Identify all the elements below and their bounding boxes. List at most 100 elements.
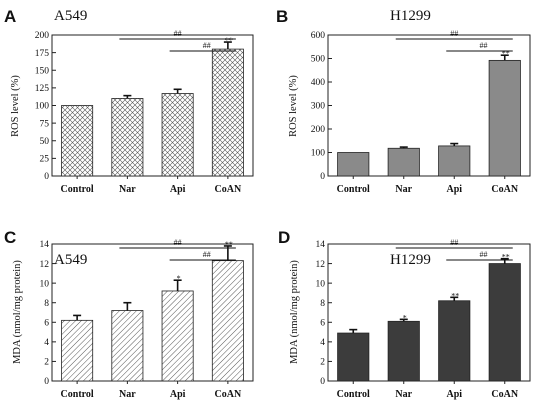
panel-a: A A549 ROS level (%) 0 25 50 75 100 125 150 175…	[4, 7, 254, 195]
x-tick-label: Control	[337, 184, 370, 195]
significance-mark: **	[225, 36, 233, 45]
significance-mark: **	[502, 49, 510, 58]
bar	[111, 98, 144, 177]
y-tick-label: 150	[35, 66, 50, 76]
y-tick-label: 0	[320, 377, 325, 387]
y-axis-label: MDA (nmol/mg protein)	[12, 260, 23, 364]
panel-title: H1299	[390, 252, 431, 268]
y-tick-label: 600	[311, 31, 326, 41]
bar	[337, 152, 370, 177]
x-tick-label: Control	[337, 389, 370, 400]
y-tick-label: 6	[44, 318, 49, 328]
x-tick-label: Nar	[395, 184, 412, 195]
bar	[161, 290, 194, 382]
panel-title: A549	[54, 8, 87, 24]
significance-mark: *	[403, 313, 407, 322]
x-tick-label: Api	[446, 389, 462, 400]
x-tick-label: CoAN	[491, 184, 518, 195]
panel-d: D H1299 MDA (nmol/mg protein) 0 2 4 6 8 10 12 1…	[278, 228, 531, 400]
bar	[488, 263, 521, 382]
significance-label: ##	[174, 238, 182, 247]
y-tick-label: 2	[44, 358, 49, 368]
bar	[211, 260, 244, 382]
panel-letter: C	[4, 228, 16, 247]
y-tick-label: 100	[311, 149, 326, 159]
y-tick-label: 0	[44, 172, 49, 182]
bar	[111, 310, 144, 382]
x-tick-label: CoAN	[215, 184, 242, 195]
y-tick-label: 8	[320, 299, 325, 309]
y-tick-label: 2	[320, 358, 325, 368]
bar	[161, 93, 194, 177]
significance-mark: *	[177, 274, 181, 283]
plot-area: 0 2 4 6 8 10 12 14 Control Nar Api * CoAN ** ## ##	[40, 238, 254, 400]
y-tick-label: 10	[316, 279, 326, 289]
significance-label: ##	[480, 250, 488, 259]
panel-title: A549	[54, 252, 87, 268]
bar	[488, 59, 521, 177]
y-axis-label: ROS level (%)	[10, 75, 21, 137]
y-tick-label: 0	[44, 377, 49, 387]
y-tick-label: 200	[311, 125, 326, 135]
y-tick-label: 50	[40, 137, 50, 147]
significance-label: ##	[450, 29, 458, 38]
bar	[61, 319, 94, 382]
significance-label: ##	[174, 29, 182, 38]
plot-area: 0 2 4 6 8 10 12 14 Control Nar * Api ** CoAN ** ## ##	[316, 238, 531, 400]
y-axis-label: ROS level (%)	[288, 75, 299, 137]
y-tick-label: 25	[40, 155, 50, 165]
x-tick-label: Api	[170, 184, 186, 195]
bar	[61, 105, 94, 177]
y-tick-label: 200	[35, 31, 50, 41]
panel-title: H1299	[390, 8, 431, 24]
panel-c: C A549 MDA (nmol/mg protein) 0 2 4 6 8 10 12 14…	[4, 228, 254, 400]
significance-mark: **	[225, 240, 233, 249]
y-tick-label: 14	[316, 240, 326, 250]
panel-letter: D	[278, 228, 290, 247]
bar	[337, 332, 370, 382]
y-tick-label: 6	[320, 318, 325, 328]
y-tick-label: 4	[320, 338, 325, 348]
plot-frame	[327, 243, 531, 382]
y-tick-label: 12	[40, 260, 50, 270]
y-tick-label: 12	[316, 260, 326, 270]
y-tick-label: 8	[44, 299, 49, 309]
x-tick-label: CoAN	[215, 389, 242, 400]
panel-letter: A	[4, 7, 16, 26]
x-tick-label: Control	[61, 389, 94, 400]
x-tick-label: Nar	[119, 184, 136, 195]
y-axis-label: MDA (nmol/mg protein)	[289, 260, 300, 364]
x-tick-label: CoAN	[491, 389, 518, 400]
significance-label: ##	[203, 250, 211, 259]
y-tick-label: 175	[35, 49, 50, 59]
bar	[387, 147, 420, 177]
bar	[438, 300, 471, 382]
x-tick-label: Nar	[119, 389, 136, 400]
bar	[211, 48, 244, 177]
x-tick-label: Nar	[395, 389, 412, 400]
y-tick-label: 75	[40, 119, 50, 129]
significance-label: ##	[480, 41, 488, 50]
y-tick-label: 10	[40, 279, 50, 289]
y-tick-label: 100	[35, 102, 50, 112]
significance-label: ##	[203, 41, 211, 50]
significance-mark: **	[451, 291, 459, 300]
panel-letter: B	[276, 7, 288, 26]
panel-b: B H1299 ROS level (%) 0 100 200 300 400 500 60…	[276, 7, 531, 195]
y-tick-label: 300	[311, 102, 326, 112]
plot-frame	[51, 243, 254, 382]
plot-area: 0 25 50 75 100 125 150 175 200 Control Nar Api CoAN *…	[35, 29, 254, 195]
x-tick-label: Control	[61, 184, 94, 195]
y-tick-label: 400	[311, 78, 326, 88]
y-tick-label: 500	[311, 55, 326, 65]
y-tick-label: 0	[320, 172, 325, 182]
x-tick-label: Api	[446, 184, 462, 195]
x-tick-label: Api	[170, 389, 186, 400]
y-tick-label: 4	[44, 338, 49, 348]
bar	[438, 145, 471, 177]
y-tick-label: 14	[40, 240, 50, 250]
bar	[387, 320, 420, 382]
plot-area: 0 100 200 300 400 500 600 Control Nar Api CoAN ** ##…	[311, 29, 531, 195]
y-tick-label: 125	[35, 84, 50, 94]
